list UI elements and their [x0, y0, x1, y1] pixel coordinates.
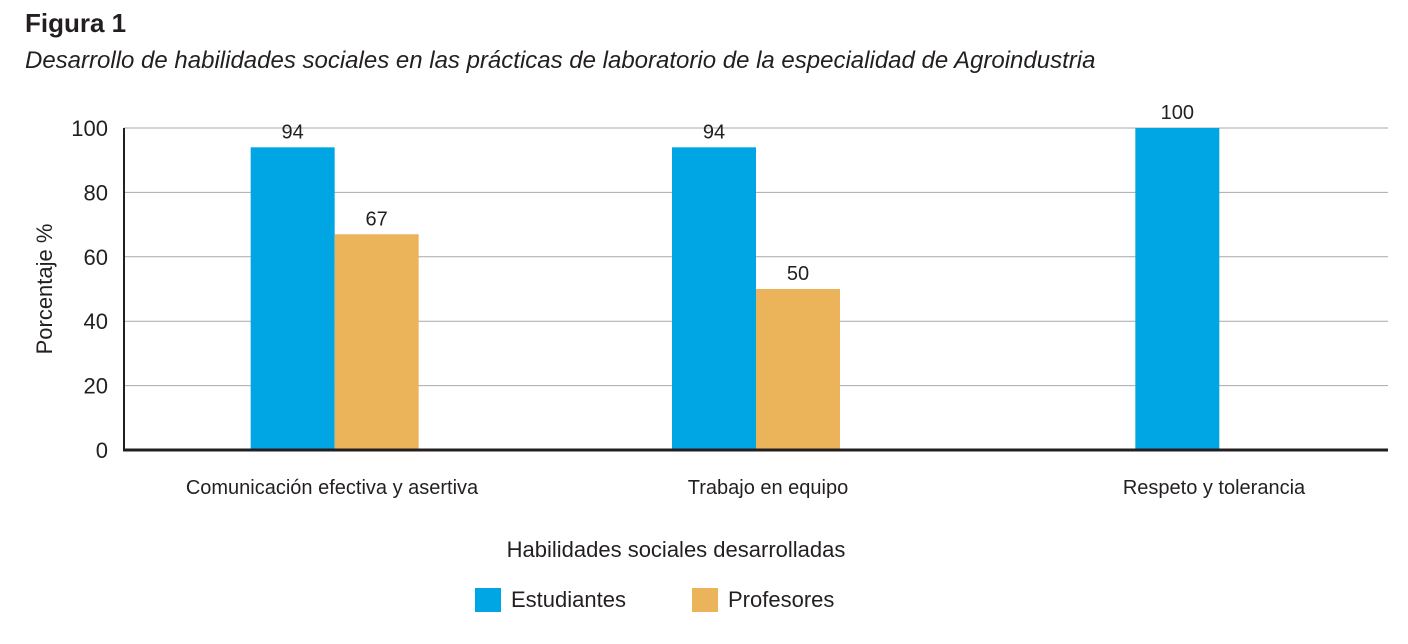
legend-item-profesores: Profesores — [692, 584, 834, 616]
y-tick-label: 0 — [96, 438, 108, 463]
y-tick-label: 60 — [84, 245, 108, 270]
y-axis-title: Porcentaje % — [32, 224, 57, 355]
x-category-label: Trabajo en equipo — [688, 477, 849, 499]
legend-swatch-profesores — [692, 588, 718, 612]
x-category-label: Comunicación efectiva y asertiva — [186, 477, 479, 499]
bar-value-label: 94 — [703, 121, 725, 143]
bar-estudiantes — [672, 147, 756, 450]
x-category-label: Respeto y tolerancia — [1123, 477, 1306, 499]
legend-swatch-estudiantes — [475, 588, 501, 612]
figure-title: Desarrollo de habilidades sociales en la… — [25, 47, 1096, 74]
bar-profesores — [334, 234, 419, 450]
y-tick-label: 100 — [71, 116, 108, 141]
y-tick-label: 80 — [84, 180, 108, 205]
bar-value-label: 94 — [282, 121, 304, 143]
bar-value-label: 100 — [1161, 102, 1194, 124]
y-tick-label: 20 — [84, 374, 108, 399]
bar-estudiantes — [250, 147, 335, 450]
legend-label-estudiantes: Estudiantes — [511, 587, 626, 612]
bar-value-label: 67 — [366, 208, 388, 230]
bar-estudiantes — [1135, 128, 1220, 450]
bar-value-label: 50 — [787, 263, 809, 285]
bar-profesores — [756, 289, 840, 450]
legend-label-profesores: Profesores — [728, 587, 835, 612]
legend-item-estudiantes: Estudiantes — [475, 584, 626, 616]
figure-label: Figura 1 — [25, 8, 127, 38]
y-tick-label: 40 — [84, 309, 108, 334]
x-axis-title: Habilidades sociales desarrolladas — [507, 537, 846, 562]
